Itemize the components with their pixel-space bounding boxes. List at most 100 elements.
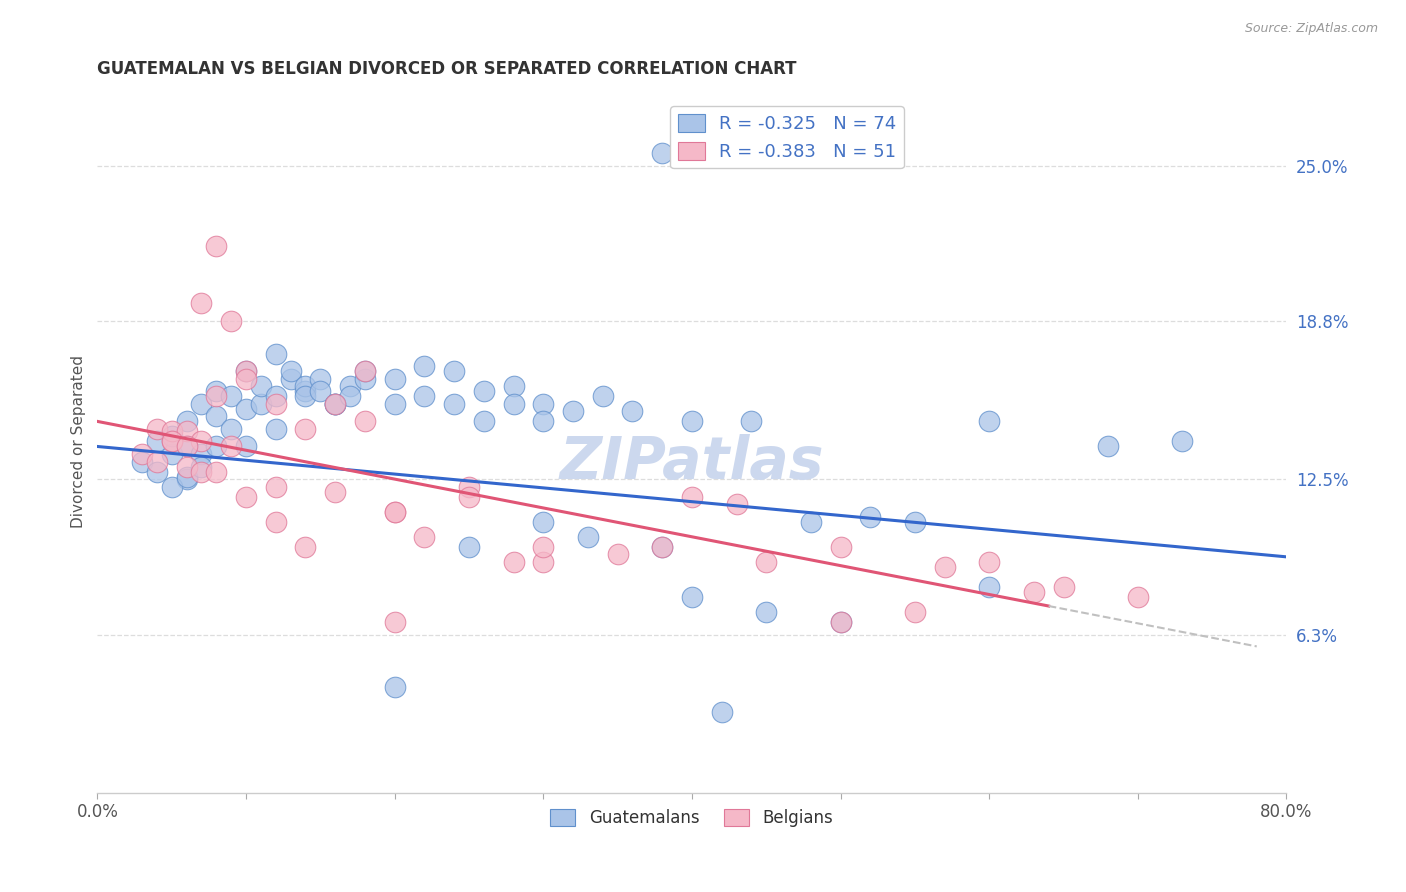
Point — [294, 384, 316, 399]
Text: Source: ZipAtlas.com: Source: ZipAtlas.com — [1244, 22, 1378, 36]
Point — [904, 515, 927, 529]
Point — [384, 397, 406, 411]
Point — [339, 379, 361, 393]
Point — [323, 397, 346, 411]
Point — [443, 364, 465, 378]
Point — [190, 465, 212, 479]
Point — [458, 480, 481, 494]
Point — [354, 364, 377, 378]
Point — [264, 397, 287, 411]
Point — [384, 372, 406, 386]
Point — [309, 384, 332, 399]
Point — [235, 364, 257, 378]
Point — [562, 404, 585, 418]
Point — [190, 447, 212, 461]
Point — [531, 515, 554, 529]
Point — [531, 540, 554, 554]
Point — [219, 389, 242, 403]
Point — [531, 414, 554, 428]
Point — [323, 397, 346, 411]
Point — [264, 515, 287, 529]
Point — [502, 397, 524, 411]
Point — [176, 440, 198, 454]
Point — [219, 422, 242, 436]
Point — [190, 434, 212, 449]
Point — [354, 372, 377, 386]
Point — [979, 414, 1001, 428]
Point — [681, 414, 703, 428]
Point — [755, 605, 778, 619]
Point — [531, 397, 554, 411]
Point — [160, 434, 183, 449]
Point — [979, 580, 1001, 594]
Point — [176, 414, 198, 428]
Point — [384, 681, 406, 695]
Point — [1171, 434, 1194, 449]
Point — [323, 397, 346, 411]
Point — [384, 505, 406, 519]
Point — [294, 540, 316, 554]
Point — [740, 414, 762, 428]
Point — [264, 480, 287, 494]
Point — [131, 454, 153, 468]
Point — [979, 555, 1001, 569]
Point — [606, 547, 628, 561]
Point — [725, 497, 748, 511]
Point — [458, 490, 481, 504]
Point — [205, 440, 228, 454]
Point — [458, 540, 481, 554]
Point — [176, 440, 198, 454]
Point — [384, 505, 406, 519]
Point — [235, 440, 257, 454]
Point — [681, 590, 703, 604]
Point — [219, 440, 242, 454]
Point — [250, 379, 273, 393]
Point — [592, 389, 614, 403]
Point — [354, 414, 377, 428]
Point — [160, 429, 183, 443]
Point — [830, 540, 852, 554]
Point — [160, 480, 183, 494]
Point — [354, 364, 377, 378]
Point — [472, 414, 495, 428]
Point — [413, 530, 436, 544]
Point — [621, 404, 644, 418]
Point — [294, 389, 316, 403]
Legend: Guatemalans, Belgians: Guatemalans, Belgians — [544, 802, 841, 833]
Point — [176, 472, 198, 486]
Point — [443, 397, 465, 411]
Point — [576, 530, 599, 544]
Point — [323, 397, 346, 411]
Point — [413, 389, 436, 403]
Point — [472, 384, 495, 399]
Point — [146, 454, 169, 468]
Y-axis label: Divorced or Separated: Divorced or Separated — [72, 355, 86, 528]
Point — [294, 379, 316, 393]
Point — [205, 389, 228, 403]
Point — [235, 490, 257, 504]
Point — [146, 434, 169, 449]
Point — [755, 555, 778, 569]
Point — [219, 314, 242, 328]
Point — [710, 706, 733, 720]
Point — [904, 605, 927, 619]
Point — [264, 389, 287, 403]
Point — [323, 484, 346, 499]
Point — [1022, 585, 1045, 599]
Point — [280, 372, 302, 386]
Point — [235, 372, 257, 386]
Text: ZIPatlas: ZIPatlas — [560, 434, 824, 491]
Point — [205, 409, 228, 424]
Point — [830, 615, 852, 629]
Point — [651, 540, 673, 554]
Point — [146, 422, 169, 436]
Point — [384, 615, 406, 629]
Point — [1052, 580, 1074, 594]
Point — [413, 359, 436, 374]
Point — [681, 490, 703, 504]
Point — [205, 384, 228, 399]
Point — [131, 447, 153, 461]
Point — [651, 540, 673, 554]
Point — [190, 296, 212, 310]
Point — [264, 346, 287, 360]
